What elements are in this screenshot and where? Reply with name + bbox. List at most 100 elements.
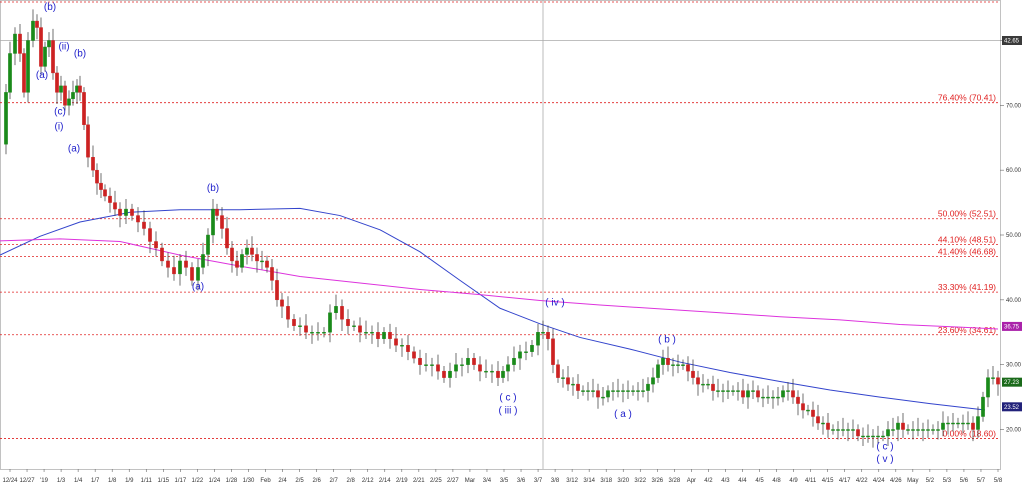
candle-up bbox=[75, 85, 79, 93]
candle-up bbox=[936, 429, 940, 431]
wave-label: (a) bbox=[36, 70, 48, 81]
candle-up bbox=[731, 390, 735, 392]
candle-up bbox=[776, 396, 780, 399]
wave-label: ( v ) bbox=[876, 454, 893, 465]
candle-down bbox=[220, 215, 224, 229]
candle-up bbox=[661, 357, 665, 365]
candle-up bbox=[581, 390, 585, 392]
x-tick-label: 5/8 bbox=[994, 478, 1003, 484]
candle-up bbox=[966, 422, 970, 425]
x-tick-label: 4/17 bbox=[839, 478, 851, 484]
fib-level-label: 33.30% (41.19) bbox=[938, 282, 996, 292]
candle-down bbox=[136, 215, 140, 223]
x-tick-label: Mar bbox=[465, 478, 475, 484]
candle-down bbox=[826, 422, 830, 430]
wave-label: (b) bbox=[74, 49, 86, 60]
x-tick-label: 2/4 bbox=[278, 478, 287, 484]
candle-down bbox=[388, 332, 392, 339]
x-tick-label: 2/5 bbox=[295, 478, 304, 484]
candle-up bbox=[382, 332, 386, 339]
candle-up bbox=[196, 267, 200, 281]
candle-down bbox=[118, 208, 122, 216]
candle-down bbox=[275, 280, 279, 301]
candle-up bbox=[831, 429, 835, 431]
candle-up bbox=[260, 260, 264, 263]
candle-up bbox=[761, 396, 765, 399]
candle-down bbox=[103, 189, 107, 197]
x-tick-label: 4/4 bbox=[738, 478, 747, 484]
candle-up bbox=[67, 98, 71, 106]
x-tick-label: Feb bbox=[260, 478, 271, 484]
x-tick-label: 4/3 bbox=[721, 478, 730, 484]
x-tick-label: 1/3 bbox=[57, 478, 66, 484]
x-tick-label: 1/4 bbox=[74, 478, 83, 484]
candle-up bbox=[736, 390, 740, 392]
candle-down bbox=[406, 345, 410, 352]
x-tick-label: 3/28 bbox=[669, 478, 681, 484]
x-tick-label: 1/15 bbox=[157, 478, 169, 484]
candle-up bbox=[530, 345, 534, 352]
candle-up bbox=[806, 409, 810, 412]
price-badge bbox=[1002, 321, 1022, 331]
y-tick-label: 30.00 bbox=[1006, 363, 1022, 369]
candle-down bbox=[358, 325, 362, 333]
x-tick-label: 3/20 bbox=[617, 478, 629, 484]
candle-up bbox=[911, 429, 915, 431]
candle-up bbox=[454, 364, 458, 372]
candle-down bbox=[95, 169, 99, 184]
candle-up bbox=[71, 92, 75, 100]
candle-down bbox=[856, 429, 860, 437]
x-tick-label: May bbox=[907, 478, 918, 484]
x-tick-label: 3/26 bbox=[651, 478, 663, 484]
candle-up bbox=[946, 422, 950, 425]
wave-label: ( iv ) bbox=[545, 298, 564, 309]
x-tick-label: 5/2 bbox=[926, 478, 935, 484]
candle-down bbox=[91, 156, 95, 171]
candle-down bbox=[35, 20, 39, 28]
candle-up bbox=[206, 234, 210, 255]
candle-up bbox=[524, 351, 528, 353]
candle-down bbox=[166, 260, 170, 268]
candle-up bbox=[298, 325, 302, 327]
candle-down bbox=[130, 208, 134, 216]
x-tick-label: 5/3 bbox=[943, 478, 952, 484]
candle-down bbox=[154, 241, 158, 249]
candle-up bbox=[364, 332, 368, 334]
candle-up bbox=[512, 357, 516, 365]
x-tick-label: 5/6 bbox=[960, 478, 969, 484]
x-tick-label: 12/24 bbox=[2, 478, 18, 484]
candle-up bbox=[986, 377, 990, 398]
candle-up bbox=[328, 312, 332, 333]
candle-down bbox=[971, 422, 975, 430]
x-tick-label: 2/27 bbox=[447, 478, 459, 484]
x-tick-label: 4/15 bbox=[822, 478, 834, 484]
candle-up bbox=[518, 351, 522, 359]
y-tick-label: 50.00 bbox=[1006, 233, 1022, 239]
candle-down bbox=[86, 124, 90, 158]
x-tick-label: 1/24 bbox=[209, 478, 221, 484]
candle-up bbox=[352, 325, 356, 327]
x-tick-label: 2/7 bbox=[329, 478, 338, 484]
candle-up bbox=[626, 390, 630, 392]
candle-down bbox=[108, 195, 112, 203]
candle-down bbox=[55, 72, 59, 93]
x-tick-label: 4/2 bbox=[704, 478, 713, 484]
candle-up bbox=[981, 396, 985, 417]
candle-up bbox=[941, 422, 945, 430]
candle-up bbox=[651, 377, 655, 385]
price-badge-label: 27.23 bbox=[1004, 380, 1020, 386]
x-tick-label: 1/9 bbox=[125, 478, 134, 484]
candle-up bbox=[746, 390, 750, 398]
candle-up bbox=[891, 429, 895, 431]
candle-down bbox=[190, 267, 194, 281]
candle-down bbox=[472, 357, 476, 365]
candle-down bbox=[442, 370, 446, 378]
candle-down bbox=[412, 351, 416, 359]
candle-down bbox=[18, 33, 22, 54]
candle-down bbox=[496, 370, 500, 378]
price-badge bbox=[1002, 36, 1022, 45]
candle-up bbox=[26, 40, 30, 93]
candle-up bbox=[726, 390, 730, 392]
wave-label: (a) bbox=[68, 143, 80, 154]
